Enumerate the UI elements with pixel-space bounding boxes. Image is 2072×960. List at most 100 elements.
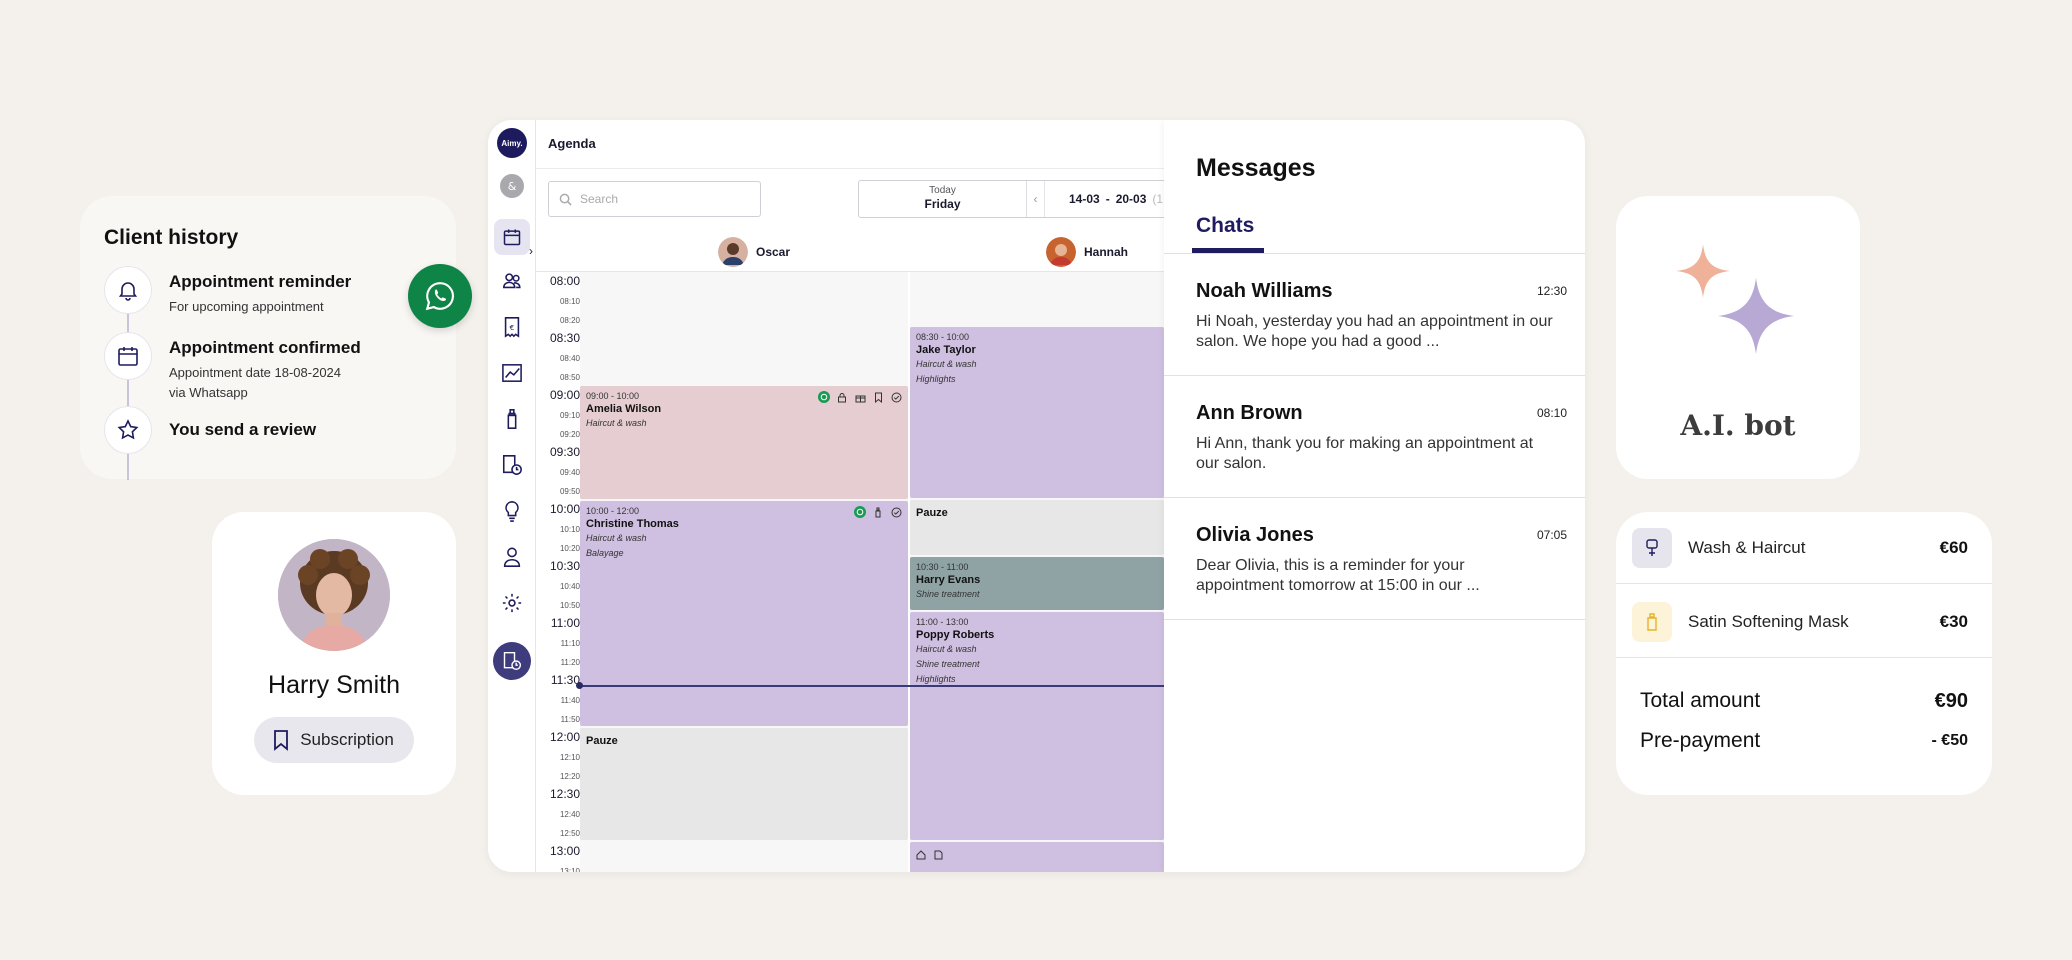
lightbulb-icon xyxy=(505,501,519,522)
time-label: 10:10 xyxy=(559,525,580,534)
subscription-button[interactable]: Subscription xyxy=(254,717,414,763)
appointment-card[interactable] xyxy=(910,842,1164,872)
receipt-line-item[interactable]: Wash & Haircut €60 xyxy=(1632,528,1968,568)
chat-item[interactable]: Noah Williams 12:30 Hi Noah, yesterday y… xyxy=(1164,254,1585,376)
account-icon[interactable]: & xyxy=(498,172,526,200)
ai-bot-card[interactable]: A.I. bot xyxy=(1616,196,1860,479)
staff-row: Oscar Hannah xyxy=(536,232,1164,272)
history-item-sub: Appointment date 18-08-2024 via Whatsapp xyxy=(169,365,342,400)
appointment-card[interactable]: 10:00 - 12:00 Christine Thomas Haircut &… xyxy=(580,501,908,726)
break-block[interactable]: Pauze xyxy=(910,500,1164,555)
date-navigator: Today Friday ‹ 14-03 - 20-03 (1 xyxy=(858,180,1168,218)
sidebar-item-cashier[interactable]: € xyxy=(498,313,526,341)
sidebar-item-clients[interactable] xyxy=(498,267,526,295)
whatsapp-icon xyxy=(818,391,830,403)
range-extra: (1 xyxy=(1152,192,1164,206)
sidebar-item-statistics[interactable] xyxy=(498,359,526,387)
time-label: 11:40 xyxy=(560,696,580,705)
history-item-review[interactable]: You send a review xyxy=(104,406,456,472)
whatsapp-button[interactable] xyxy=(408,264,472,328)
avatar xyxy=(718,237,748,267)
appointment-status-icons xyxy=(818,391,902,403)
chat-contact-name: Ann Brown xyxy=(1196,402,1303,424)
chat-contact-name: Olivia Jones xyxy=(1196,524,1314,546)
receipt-line-item[interactable]: Satin Softening Mask €30 xyxy=(1632,602,1968,642)
bookmark-icon xyxy=(872,391,884,403)
appointment-service: Haircut & wash xyxy=(916,644,977,654)
sidebar-item-profile[interactable] xyxy=(498,543,526,571)
time-label: 10:40 xyxy=(559,582,580,591)
client-name: Harry Smith xyxy=(268,671,400,699)
time-label: 09:30 xyxy=(549,445,580,459)
agenda-grid: 08:00 08:10 08:20 08:30 08:40 08:50 09:00 09:10… xyxy=(536,272,1164,872)
sidebar-item-products[interactable] xyxy=(498,405,526,433)
search-placeholder: Search xyxy=(580,192,619,206)
staff-name: Hannah xyxy=(1084,245,1129,259)
page-title: Agenda xyxy=(548,136,596,151)
sidebar: Aimy. & € xyxy=(488,120,536,872)
chat-item[interactable]: Ann Brown 08:10 Hi Ann, thank you for ma… xyxy=(1164,376,1585,498)
time-label: 10:50 xyxy=(559,601,580,610)
divider xyxy=(1164,253,1585,254)
tab-chats[interactable]: Chats xyxy=(1196,214,1255,237)
search-input[interactable]: Search xyxy=(548,181,761,217)
previous-week-button[interactable]: ‹ xyxy=(1027,181,1045,217)
hair-dryer-icon xyxy=(1632,528,1672,568)
time-label: 09:40 xyxy=(559,468,580,477)
divider xyxy=(536,168,1164,169)
appointment-service: Shine treatment xyxy=(916,589,980,599)
sidebar-item-tips[interactable] xyxy=(498,497,526,525)
today-label: Today xyxy=(929,185,956,196)
search-icon xyxy=(559,193,572,206)
history-item-confirmed[interactable]: Appointment confirmed Appointment date 1… xyxy=(104,332,456,406)
current-time-dot xyxy=(576,682,583,689)
gift-icon xyxy=(854,391,866,403)
appointment-time: 11:00 - 13:00 xyxy=(916,617,969,627)
svg-text:&: & xyxy=(508,180,517,193)
sidebar-quick-pay-button[interactable] xyxy=(493,642,531,680)
appointment-card[interactable]: 08:30 - 10:00 Jake Taylor Haircut & wash… xyxy=(910,327,1164,498)
range-start: 14-03 xyxy=(1069,192,1100,206)
today-button[interactable]: Today Friday xyxy=(859,181,1027,217)
sidebar-item-settings[interactable] xyxy=(498,589,526,617)
time-label: 12:20 xyxy=(559,772,580,781)
client-history-title: Client history xyxy=(104,226,239,249)
week-range[interactable]: 14-03 - 20-03 (1 xyxy=(1045,181,1163,217)
chat-item[interactable]: Olivia Jones 07:05 Dear Olivia, this is … xyxy=(1164,498,1585,620)
document-icon xyxy=(934,850,943,860)
timeline-connector xyxy=(127,300,129,480)
prepayment-row: Pre-payment - €50 xyxy=(1640,729,1968,753)
range-end: 20-03 xyxy=(1115,192,1147,206)
sidebar-item-payments[interactable] xyxy=(498,451,526,479)
time-label: 12:10 xyxy=(559,753,580,762)
gear-icon xyxy=(502,593,522,613)
appointment-service: Shine treatment xyxy=(916,659,980,669)
break-block[interactable]: Pauze xyxy=(580,728,908,840)
appointment-time: 10:30 - 11:00 xyxy=(916,562,969,572)
total-label: Total amount xyxy=(1640,689,1761,712)
appointment-client: Poppy Roberts xyxy=(916,629,995,641)
appointment-card[interactable]: 10:30 - 11:00 Harry Evans Shine treatmen… xyxy=(910,557,1164,610)
receipt-card: Wash & Haircut €60 Satin Softening Mask … xyxy=(1616,512,1992,795)
agenda-panel: Agenda Search Today Friday ‹ 14-03 - 20-… xyxy=(529,120,1168,872)
user-icon xyxy=(503,547,521,567)
history-item-reminder[interactable]: Appointment reminder For upcoming appoin… xyxy=(104,266,456,332)
appointment-time: 10:00 - 12:00 xyxy=(586,506,640,516)
chevron-right-icon[interactable]: › xyxy=(529,244,533,258)
break-label: Pauze xyxy=(586,735,618,747)
receipt-icon: € xyxy=(504,317,520,338)
total-value: €90 xyxy=(1934,689,1968,712)
chat-preview: Dear Olivia, this is a reminder for your… xyxy=(1196,557,1480,594)
salon-app-window: Aimy. & € Agenda Search Today Friday ‹ 1… xyxy=(488,120,1585,872)
appointment-card[interactable]: 11:00 - 13:00 Poppy Roberts Haircut & wa… xyxy=(910,612,1164,840)
sidebar-item-agenda[interactable] xyxy=(494,219,530,255)
appointment-card[interactable]: 09:00 - 10:00 Amelia Wilson Haircut & wa… xyxy=(580,386,908,499)
sparkle-icon xyxy=(1676,244,1794,354)
time-column: 08:00 08:10 08:20 08:30 08:40 08:50 09:00 09:10… xyxy=(536,272,580,872)
staff-hannah[interactable]: Hannah xyxy=(1046,237,1128,267)
time-label: 10:30 xyxy=(549,559,580,573)
messages-title: Messages xyxy=(1196,154,1316,182)
time-label: 09:10 xyxy=(559,411,580,420)
staff-oscar[interactable]: Oscar xyxy=(718,237,790,267)
appointment-service: Balayage xyxy=(586,548,624,558)
